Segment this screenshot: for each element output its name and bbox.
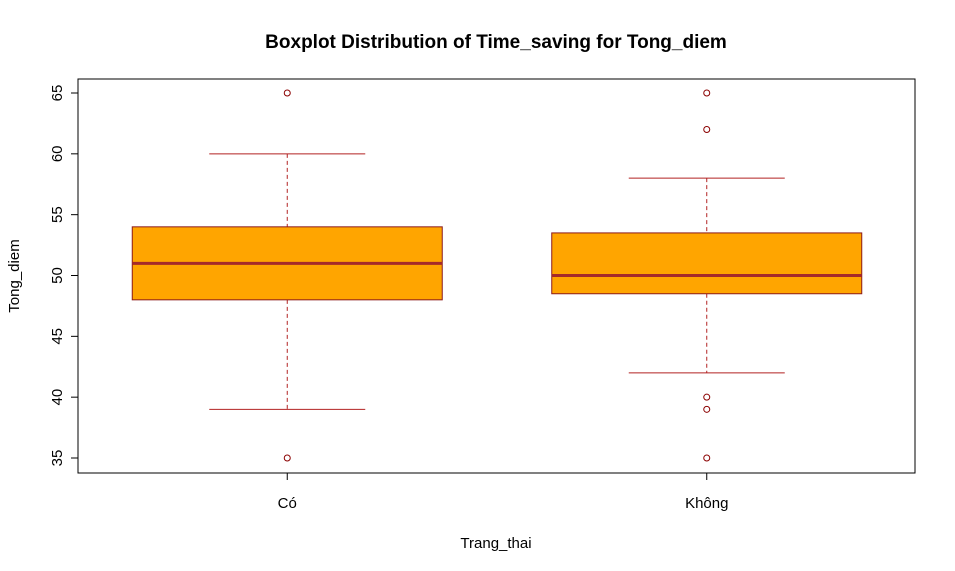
y-tick-label: 60 xyxy=(49,145,66,162)
x-axis: Có Không xyxy=(278,472,728,512)
outlier-point xyxy=(703,126,711,133)
outlier-point xyxy=(703,89,711,97)
y-tick-label: 50 xyxy=(49,267,66,284)
y-axis-label: Tong_diem xyxy=(6,239,23,312)
box-group xyxy=(131,89,443,462)
y-tick-label: 35 xyxy=(49,450,66,467)
x-tick-label: Không xyxy=(685,495,728,512)
iqr-box xyxy=(551,232,863,295)
x-axis-label: Trang_thai xyxy=(460,535,531,552)
outlier-point xyxy=(703,405,711,413)
outlier-point xyxy=(703,454,711,462)
y-axis: 35 40 45 50 55 60 65 xyxy=(49,85,79,467)
y-tick-label: 40 xyxy=(49,389,66,406)
chart-title: Boxplot Distribution of Time_saving for … xyxy=(265,32,727,53)
boxes xyxy=(131,89,863,462)
box-group xyxy=(551,89,863,462)
outlier-point xyxy=(703,393,711,401)
y-tick-label: 55 xyxy=(49,206,66,223)
y-tick-label: 65 xyxy=(49,85,66,102)
x-tick-label: Có xyxy=(278,495,297,512)
y-tick-label: 45 xyxy=(49,328,66,345)
outlier-point xyxy=(283,89,291,97)
outlier-point xyxy=(283,454,291,462)
